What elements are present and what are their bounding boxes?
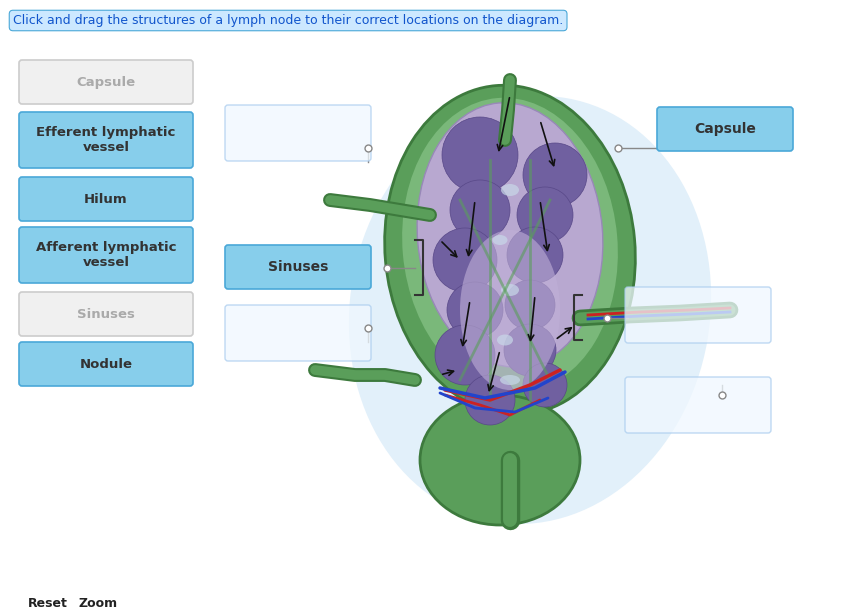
Ellipse shape (500, 375, 520, 385)
FancyBboxPatch shape (19, 177, 193, 221)
FancyBboxPatch shape (225, 305, 371, 361)
Ellipse shape (523, 363, 567, 407)
FancyBboxPatch shape (19, 112, 193, 168)
Text: Sinuses: Sinuses (77, 307, 135, 320)
Ellipse shape (420, 395, 580, 525)
Ellipse shape (517, 187, 573, 243)
Ellipse shape (492, 235, 507, 245)
Ellipse shape (497, 334, 513, 346)
Ellipse shape (435, 325, 495, 385)
Ellipse shape (349, 96, 711, 524)
FancyBboxPatch shape (19, 60, 193, 104)
Ellipse shape (450, 180, 510, 240)
Ellipse shape (447, 282, 503, 338)
Ellipse shape (417, 103, 603, 367)
FancyBboxPatch shape (625, 377, 771, 433)
FancyBboxPatch shape (225, 105, 371, 161)
Text: Zoom: Zoom (78, 597, 117, 610)
Text: Click and drag the structures of a lymph node to their correct locations on the : Click and drag the structures of a lymph… (13, 14, 564, 27)
Ellipse shape (460, 230, 560, 390)
FancyBboxPatch shape (19, 227, 193, 283)
Ellipse shape (523, 143, 587, 207)
Ellipse shape (402, 98, 618, 392)
Text: Capsule: Capsule (76, 76, 135, 89)
Ellipse shape (504, 324, 556, 376)
Ellipse shape (385, 85, 636, 415)
FancyBboxPatch shape (19, 342, 193, 386)
Text: Efferent lymphatic
vessel: Efferent lymphatic vessel (36, 126, 176, 154)
Ellipse shape (465, 375, 515, 425)
Text: Afferent lymphatic
vessel: Afferent lymphatic vessel (36, 241, 176, 269)
Ellipse shape (433, 228, 497, 292)
Ellipse shape (501, 184, 519, 196)
Text: Sinuses: Sinuses (268, 260, 329, 274)
Ellipse shape (501, 284, 519, 296)
FancyBboxPatch shape (225, 245, 371, 289)
Text: Nodule: Nodule (80, 357, 133, 370)
Ellipse shape (442, 117, 518, 193)
Text: Hilum: Hilum (84, 193, 127, 206)
Text: Capsule: Capsule (694, 122, 756, 136)
Ellipse shape (507, 227, 563, 283)
FancyBboxPatch shape (19, 292, 193, 336)
FancyBboxPatch shape (657, 107, 793, 151)
Ellipse shape (505, 280, 555, 330)
FancyBboxPatch shape (625, 287, 771, 343)
Text: Reset: Reset (28, 597, 68, 610)
